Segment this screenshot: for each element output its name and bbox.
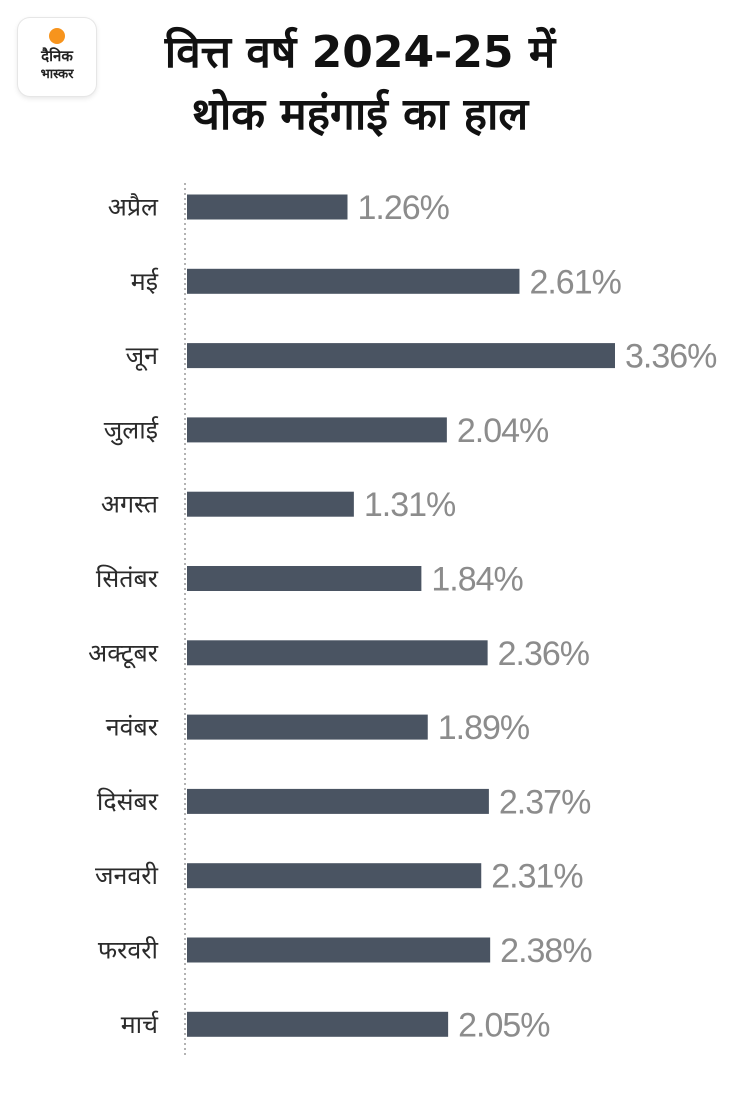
category-label: अगस्त [101, 490, 159, 519]
category-label: मार्च [121, 1010, 159, 1039]
category-label: अक्टूबर [88, 638, 159, 668]
category-label: दिसंबर [97, 787, 159, 816]
bar [187, 491, 354, 517]
brand-logo: दैनिक भास्कर [18, 18, 96, 96]
value-label: 1.31% [364, 486, 456, 524]
bar [187, 268, 520, 294]
category-label: जून [126, 341, 160, 371]
category-label: जुलाई [104, 415, 159, 445]
bar [187, 194, 348, 220]
bar [187, 640, 488, 666]
bar [187, 937, 491, 963]
bar [187, 343, 615, 369]
value-label: 1.84% [431, 561, 523, 599]
value-label: 2.04% [457, 412, 549, 450]
value-label: 2.05% [458, 1006, 550, 1044]
value-label: 2.37% [499, 783, 591, 821]
chart-title-line-2: थोक महंगाई का हाल [191, 89, 529, 140]
value-label: 2.31% [491, 858, 583, 896]
bar [187, 566, 422, 591]
value-label: 2.36% [498, 635, 590, 673]
value-label: 2.38% [500, 932, 592, 970]
value-label: 3.36% [625, 338, 717, 376]
chart-title-line-1: वित्त वर्ष 2024-25 में [164, 27, 556, 78]
bar [187, 417, 447, 443]
logo-text-line2: भास्कर [40, 67, 74, 82]
value-label: 1.89% [438, 709, 530, 747]
bar [187, 714, 428, 740]
logo-text-line1: दैनिक [41, 47, 73, 65]
bar [187, 1011, 449, 1037]
value-label: 2.61% [529, 263, 621, 301]
category-label: सितंबर [96, 564, 159, 593]
bar [187, 788, 489, 814]
category-label: नवंबर [106, 713, 159, 742]
logo-sun-icon [49, 28, 65, 44]
value-label: 1.26% [358, 189, 450, 227]
category-label: जनवरी [95, 861, 159, 890]
category-label: मई [131, 267, 159, 296]
bar [187, 863, 482, 889]
category-label: अप्रैल [108, 193, 159, 222]
chart-title: वित्त वर्ष 2024-25 में थोक महंगाई का हाल [110, 22, 610, 146]
category-label: फरवरी [98, 936, 159, 965]
